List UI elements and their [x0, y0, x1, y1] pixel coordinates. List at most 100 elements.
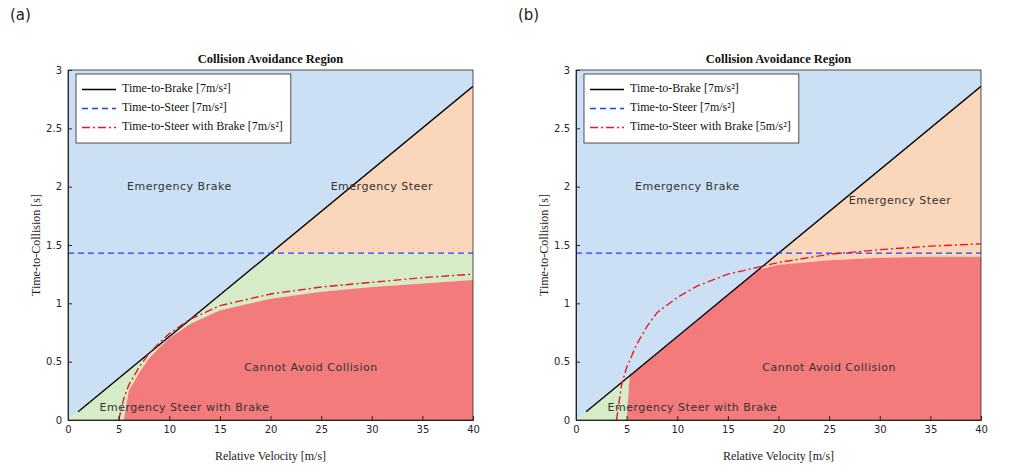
tick-label: 1 [56, 298, 62, 309]
tick-mark [981, 416, 982, 420]
panel-label: (a) [10, 6, 31, 24]
tick-mark [68, 362, 72, 363]
plot-frame [576, 70, 981, 420]
tick-mark [829, 416, 830, 420]
y-axis: 0 0.5 1 1.5 2 2.5 3 [554, 65, 580, 426]
tick-label: 10 [163, 424, 176, 435]
y-axis-title: Time-to-Collision [s] [537, 194, 551, 296]
tick-mark [880, 416, 881, 420]
tick: 40 [975, 416, 988, 435]
tick: 30 [874, 416, 887, 435]
legend-label: Time-to-Steer with Brake [5m/s²] [630, 119, 791, 133]
tick-label: 30 [366, 424, 379, 435]
tick: 20 [773, 416, 786, 435]
tick-mark [779, 416, 780, 420]
tick: 10 [163, 416, 176, 435]
tick-mark [68, 70, 72, 71]
series-line [68, 252, 473, 253]
tick-mark [627, 416, 628, 420]
tick: 5 [116, 416, 122, 435]
tick-mark [271, 416, 272, 420]
tick-mark [321, 416, 322, 420]
tick-label: 2.5 [554, 123, 570, 134]
tick-label: 35 [925, 424, 938, 435]
tick: 1.5 [554, 240, 580, 251]
x-axis-title: Relative Velocity [m/s] [215, 449, 326, 463]
region-label: Emergency Steer [331, 180, 433, 193]
panel: (b)051015202530354000.511.522.53Collisio… [518, 6, 988, 463]
tick: 1 [564, 298, 580, 309]
legend-swatch [82, 89, 116, 90]
tick: 1.5 [46, 240, 72, 251]
tick-mark [68, 245, 72, 246]
legend-box [76, 74, 291, 143]
tick: 2 [564, 181, 580, 192]
legend: Time-to-Brake [7m/s²] Time-to-Steer [7m/s… [76, 74, 291, 143]
region-area [124, 280, 473, 420]
panel: (a)051015202530354000.511.522.53Collisio… [10, 6, 480, 463]
tick-mark [576, 70, 580, 71]
chart-title: Collision Avoidance Region [706, 52, 852, 66]
tick-label: 1.5 [46, 240, 62, 251]
series-line [119, 274, 473, 420]
region-label: Emergency Brake [635, 180, 740, 193]
tick: 2.5 [554, 123, 580, 134]
tick-label: 3 [564, 65, 570, 76]
tick: 2 [56, 181, 72, 192]
legend-label: Time-to-Brake [7m/s²] [630, 81, 739, 95]
tick-mark [930, 416, 931, 420]
region-label: Cannot Avoid Collision [762, 361, 896, 374]
tick: 10 [671, 416, 684, 435]
tick: 0 [564, 415, 580, 426]
legend-swatch [590, 89, 624, 90]
y-axis: 00.511.522.53 [46, 65, 72, 426]
tick-label: 5 [116, 424, 122, 435]
tick-mark [473, 416, 474, 420]
tick: 2.5 [46, 123, 72, 134]
axis-line [69, 71, 73, 421]
legend-label: Time-to-Steer [7m/s²] [630, 100, 735, 114]
plot-area [576, 70, 981, 420]
tick-label: 0 [573, 424, 579, 435]
region-label: Emergency Brake [127, 180, 232, 193]
tick-mark [169, 416, 170, 420]
tick: 25 [315, 416, 328, 435]
axis-line [69, 416, 474, 421]
tick-mark [576, 245, 580, 246]
axis-line [577, 71, 581, 421]
tick: 1 [56, 298, 72, 309]
tick-mark [677, 416, 678, 420]
tick-mark [372, 416, 373, 420]
tick-label: 2 [564, 181, 570, 192]
tick-label: 0 [564, 415, 570, 426]
tick-mark [576, 420, 580, 421]
tick: 20 [265, 416, 278, 435]
tick-label: 1 [564, 298, 570, 309]
region-label: Emergency Steer with Brake [100, 401, 270, 414]
x-axis-title: Relative Velocity [m/s] [723, 449, 834, 463]
tick-label: 25 [315, 424, 328, 435]
tick-mark [68, 187, 72, 188]
series-line [576, 252, 981, 253]
region-area [627, 257, 981, 420]
legend-swatch [82, 127, 116, 128]
plot-frame [68, 70, 473, 420]
legend-label: Time-to-Steer [7m/s²] [122, 100, 227, 114]
tick-label: 0 [65, 424, 71, 435]
y-axis-title: Time-to-Collision [s] [29, 194, 43, 296]
tick-label: 40 [467, 424, 480, 435]
tick-mark [422, 416, 423, 420]
tick: 3 [564, 65, 580, 76]
tick-mark [576, 128, 580, 129]
tick: 25 [823, 416, 836, 435]
tick: 35 [925, 416, 938, 435]
tick: 5 [624, 416, 630, 435]
legend-label: Time-to-Brake [7m/s²] [122, 81, 231, 95]
chart-title: Collision Avoidance Region [198, 52, 344, 66]
tick: 0.5 [554, 356, 580, 367]
tick-label: 25 [823, 424, 836, 435]
x-axis: 0510152025303540 [65, 416, 480, 435]
tick: 0.5 [46, 356, 72, 367]
legend-swatch [82, 108, 116, 109]
axis-line [577, 416, 982, 421]
